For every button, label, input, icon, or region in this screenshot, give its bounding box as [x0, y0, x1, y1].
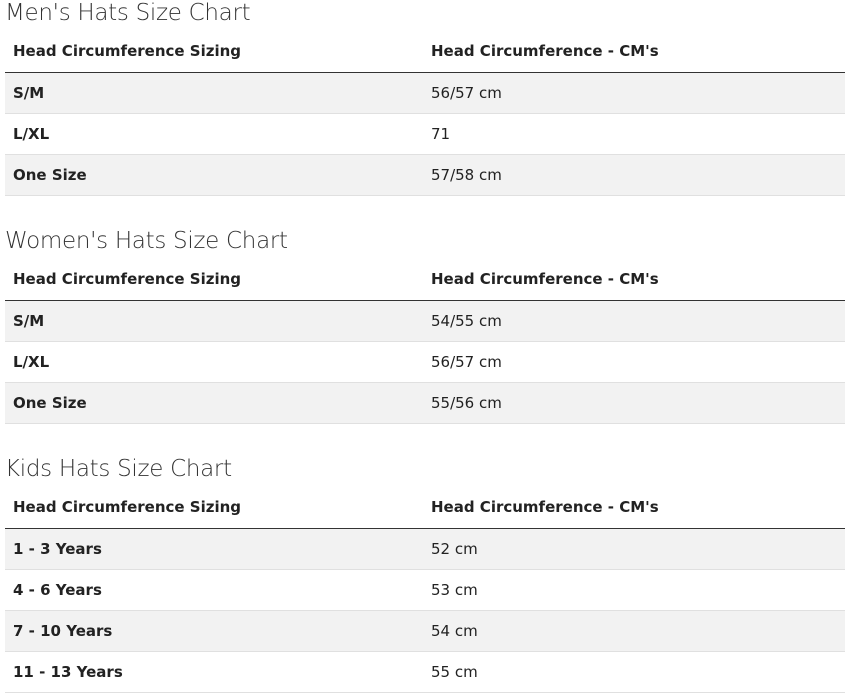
- table-cell: 57/58 cm: [431, 166, 502, 184]
- size-section: Kids Hats Size Chart Head Circumference S…: [5, 456, 845, 693]
- table-row: L/XL 71: [5, 114, 845, 155]
- table-row: L/XL 56/57 cm: [5, 342, 845, 383]
- table-row: One Size 55/56 cm: [5, 383, 845, 424]
- table-row: 11 - 13 Years 55 cm: [5, 652, 845, 693]
- header-cell: Head Circumference Sizing: [13, 498, 242, 516]
- table-cell: 4 - 6 Years: [13, 581, 102, 599]
- table-cell: One Size: [13, 394, 87, 412]
- table-row: One Size 57/58 cm: [5, 155, 845, 196]
- table-header: Head Circumference Sizing Head Circumfere…: [5, 258, 845, 301]
- table-cell: 7 - 10 Years: [13, 622, 113, 640]
- header-cell: Head Circumference - CM's: [431, 498, 659, 516]
- table-cell: 55 cm: [431, 663, 478, 681]
- size-section: Men's Hats Size Chart Head Circumference …: [5, 0, 845, 196]
- table-cell: 54 cm: [431, 622, 478, 640]
- table-row: 1 - 3 Years 52 cm: [5, 529, 845, 570]
- header-cell: Head Circumference Sizing: [13, 270, 242, 288]
- size-section: Women's Hats Size Chart Head Circumferenc…: [5, 228, 845, 424]
- table-cell: 56/57 cm: [431, 84, 502, 102]
- table-cell: L/XL: [13, 353, 50, 371]
- section-title: Men's Hats Size Chart: [5, 0, 251, 26]
- header-cell: Head Circumference - CM's: [431, 42, 659, 60]
- header-cell: Head Circumference Sizing: [13, 42, 242, 60]
- table-cell: 53 cm: [431, 581, 478, 599]
- table-cell: 54/55 cm: [431, 312, 502, 330]
- table-cell: 11 - 13 Years: [13, 663, 123, 681]
- table-row: 7 - 10 Years 54 cm: [5, 611, 845, 652]
- section-title: Kids Hats Size Chart: [5, 456, 232, 482]
- table-cell: L/XL: [13, 125, 50, 143]
- table-cell: 1 - 3 Years: [13, 540, 102, 558]
- table-header: Head Circumference Sizing Head Circumfere…: [5, 30, 845, 73]
- table-cell: 55/56 cm: [431, 394, 502, 412]
- table-cell: 52 cm: [431, 540, 478, 558]
- table-cell: S/M: [13, 312, 45, 330]
- table-cell: One Size: [13, 166, 87, 184]
- header-cell: Head Circumference - CM's: [431, 270, 659, 288]
- table-row: S/M 56/57 cm: [5, 73, 845, 114]
- page: Men's Hats Size Chart Head Circumference …: [5, 0, 845, 693]
- table-header: Head Circumference Sizing Head Circumfere…: [5, 486, 845, 529]
- section-title: Women's Hats Size Chart: [5, 228, 288, 254]
- table-row: 4 - 6 Years 53 cm: [5, 570, 845, 611]
- table-cell: 56/57 cm: [431, 353, 502, 371]
- table-cell: 71: [431, 125, 451, 143]
- table-cell: S/M: [13, 84, 45, 102]
- table-row: S/M 54/55 cm: [5, 301, 845, 342]
